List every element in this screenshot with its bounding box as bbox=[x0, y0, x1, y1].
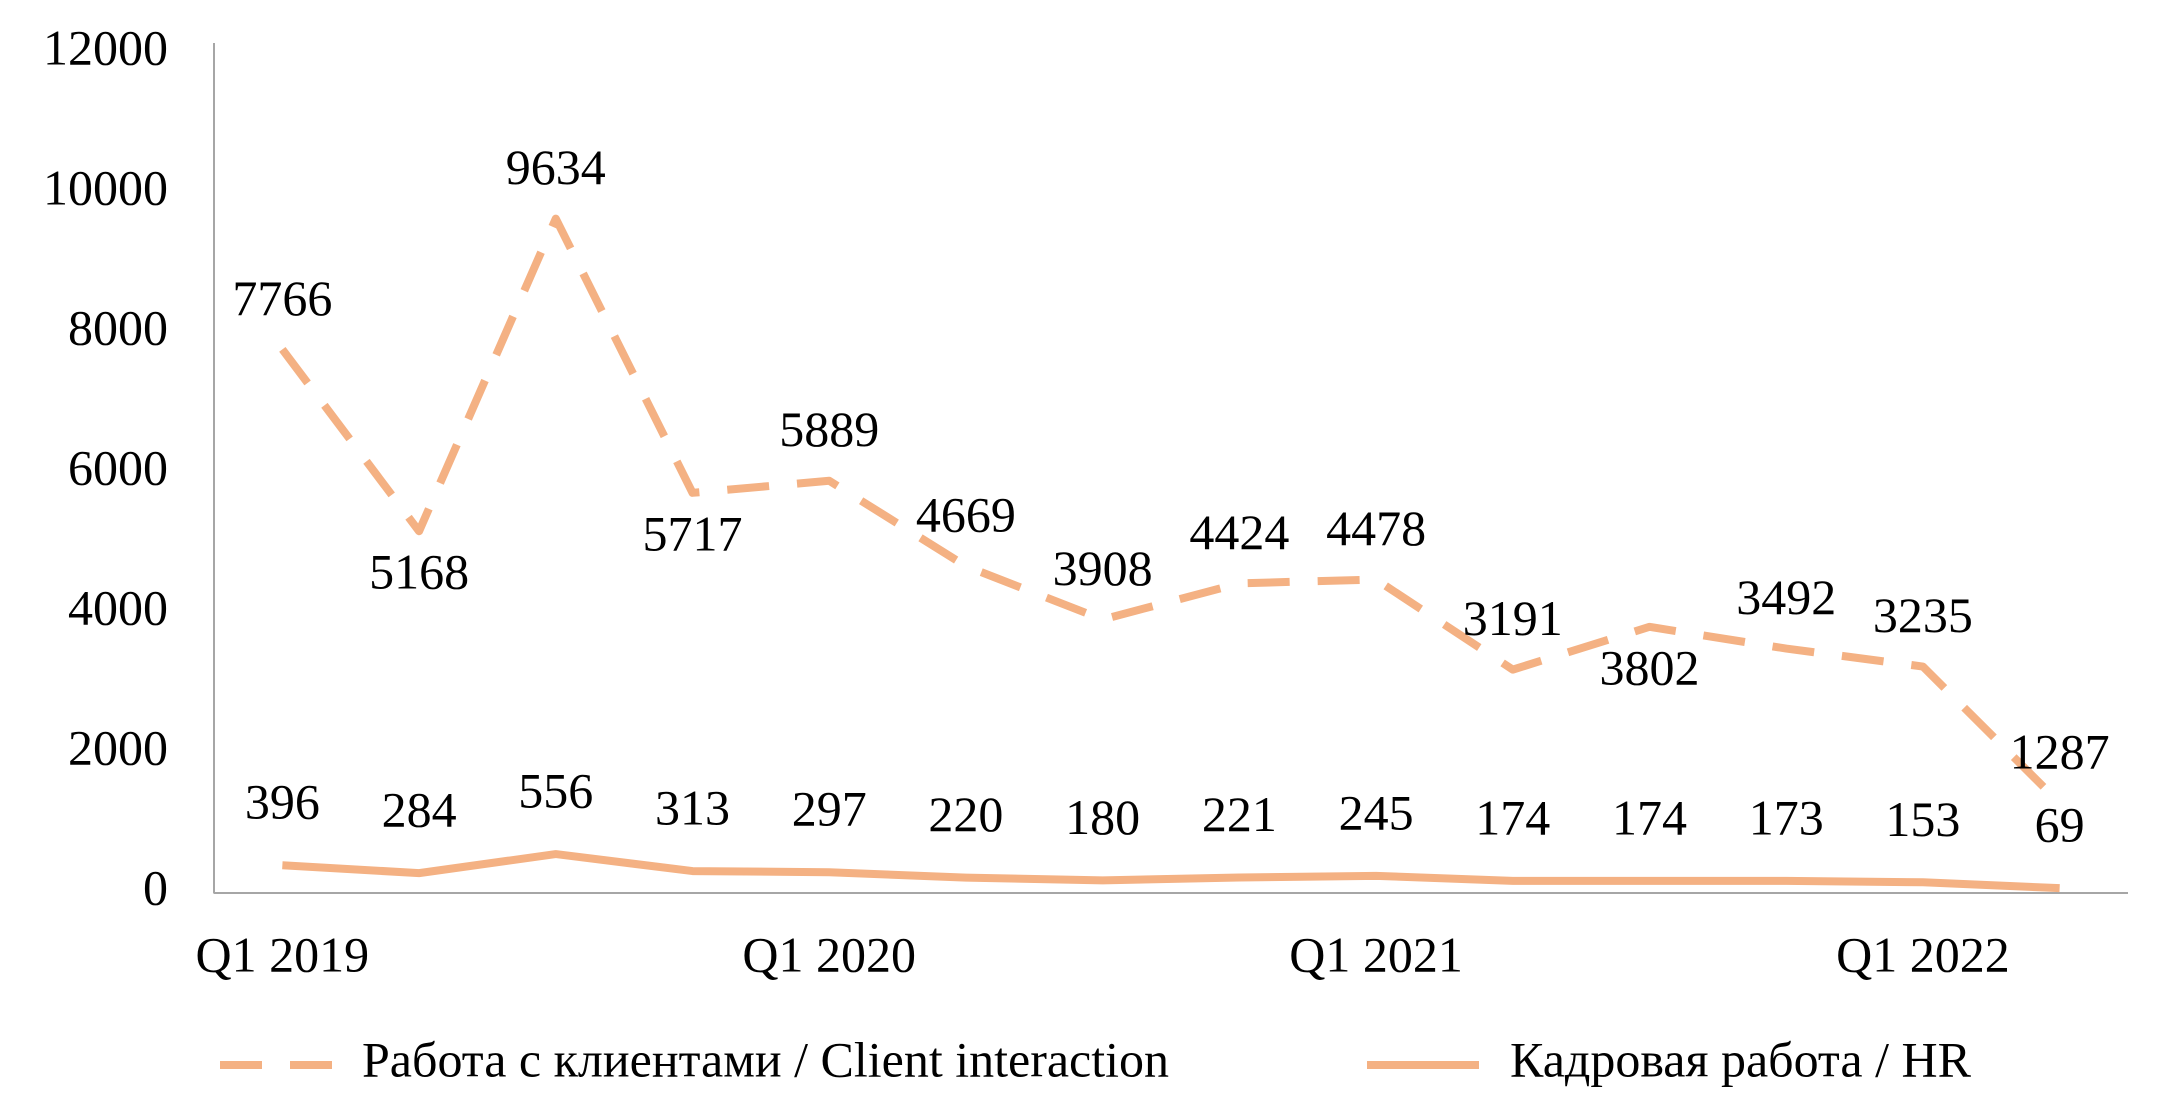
legend-label: Работа с клиентами / Client interaction bbox=[362, 1031, 1169, 1087]
x-tick-label: Q1 2021 bbox=[1289, 926, 1463, 982]
data-label: 3802 bbox=[1600, 639, 1700, 695]
data-label: 153 bbox=[1885, 791, 1960, 847]
data-label: 9634 bbox=[506, 139, 606, 195]
y-tick-label: 10000 bbox=[43, 159, 168, 215]
data-label: 3191 bbox=[1463, 590, 1563, 646]
data-label: 174 bbox=[1475, 789, 1550, 845]
data-label: 556 bbox=[518, 763, 593, 819]
data-label: 221 bbox=[1202, 786, 1277, 842]
data-label: 5717 bbox=[643, 505, 743, 561]
data-label: 396 bbox=[245, 774, 320, 830]
data-label: 245 bbox=[1339, 784, 1414, 840]
data-label: 3492 bbox=[1736, 569, 1836, 625]
y-tick-label: 12000 bbox=[43, 19, 168, 75]
data-label: 3235 bbox=[1873, 587, 1973, 643]
data-label: 313 bbox=[655, 780, 730, 836]
data-label: 220 bbox=[928, 786, 1003, 842]
series-line bbox=[279, 214, 2063, 806]
data-label: 284 bbox=[382, 782, 457, 838]
data-label: 180 bbox=[1065, 789, 1140, 845]
data-label: 174 bbox=[1612, 789, 1687, 845]
data-label: 4424 bbox=[1189, 504, 1289, 560]
y-tick-label: 8000 bbox=[68, 299, 168, 355]
x-tick-label: Q1 2022 bbox=[1836, 926, 2010, 982]
legend-label: Кадровая работа / HR bbox=[1510, 1031, 1972, 1087]
data-label: 7766 bbox=[232, 270, 332, 326]
y-tick-label: 0 bbox=[143, 859, 168, 915]
y-tick-label: 2000 bbox=[68, 719, 168, 775]
data-label: 3908 bbox=[1053, 540, 1153, 596]
x-tick-label: Q1 2019 bbox=[196, 926, 370, 982]
data-label: 69 bbox=[2035, 797, 2085, 853]
series-line bbox=[282, 850, 2060, 893]
x-tick-label: Q1 2020 bbox=[742, 926, 916, 982]
y-tick-label: 4000 bbox=[68, 579, 168, 635]
y-tick-label: 6000 bbox=[68, 439, 168, 495]
data-label: 1287 bbox=[2010, 723, 2110, 779]
data-label: 5889 bbox=[779, 401, 879, 457]
data-label: 5168 bbox=[369, 544, 469, 600]
data-label: 297 bbox=[792, 781, 867, 837]
data-label: 4669 bbox=[916, 487, 1016, 543]
data-label: 173 bbox=[1749, 789, 1824, 845]
data-label: 4478 bbox=[1326, 500, 1426, 556]
